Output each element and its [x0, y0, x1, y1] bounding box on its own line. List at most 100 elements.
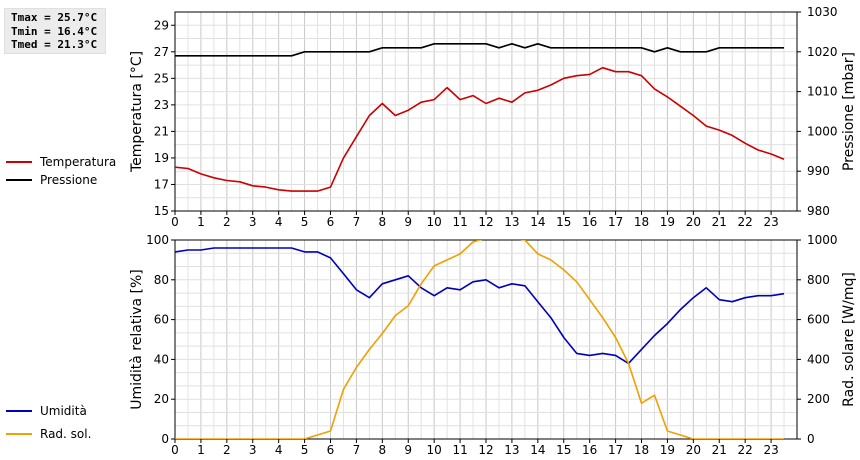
x-tick-label: 5: [301, 443, 309, 457]
y2-tick-label: 1010: [807, 85, 838, 99]
x-tick-label: 23: [763, 215, 778, 229]
tmax-readout: Tmax = 25.7°C: [11, 11, 98, 24]
y-tick-label: 0: [161, 432, 169, 446]
legend-swatch-temperatura: [6, 161, 32, 163]
x-tick-label: 9: [404, 443, 412, 457]
x-tick-label: 15: [556, 215, 571, 229]
y-tick-label: 29: [154, 18, 169, 32]
x-tick-label: 19: [660, 215, 675, 229]
x-tick-label: 6: [327, 215, 335, 229]
series-line-temperatura: [175, 66, 785, 192]
legend-label-pressione: Pressione: [40, 173, 98, 187]
y2-tick-label: 200: [807, 392, 830, 406]
x-tick-label: 10: [427, 215, 442, 229]
stats-box: Tmax = 25.7°C Tmin = 16.4°C Tmed = 21.3°…: [4, 8, 106, 54]
y-tick-label: 21: [154, 124, 169, 138]
x-tick-label: 13: [504, 215, 519, 229]
y2-tick-label: 1030: [807, 5, 838, 19]
x-tick-label: 17: [608, 443, 623, 457]
y-tick-label: 23: [154, 98, 169, 112]
series-line-pressione: [175, 42, 784, 57]
x-tick-label: 12: [478, 215, 493, 229]
x-tick-label: 0: [171, 443, 179, 457]
series-line-rad-sol-: [175, 240, 784, 439]
x-tick-label: 16: [582, 443, 597, 457]
x-tick-label: 5: [301, 215, 309, 229]
legend-item-temperatura: Temperatura: [6, 153, 116, 171]
legend-label-umidita: Umidità: [40, 404, 87, 418]
y2-tick-label: 990: [807, 164, 830, 178]
y2-tick-label: 1000: [807, 233, 838, 247]
x-tick-label: 3: [249, 443, 257, 457]
y-tick-label: 60: [154, 313, 169, 327]
legend-label-radsol: Rad. sol.: [40, 427, 92, 441]
x-tick-label: 20: [686, 215, 701, 229]
y2-tick-label: 1020: [807, 45, 838, 59]
chart-2: 0 1 2 3 4 5 6 7 8 9 10 11 12 13 14 15 16 17 18 19 20 21 22 2302…: [129, 233, 857, 457]
x-tick-label: 22: [738, 443, 753, 457]
x-tick-label: 13: [504, 443, 519, 457]
tmin-readout: Tmin = 16.4°C: [11, 24, 98, 38]
legend-label-temperatura: Temperatura: [40, 155, 117, 169]
x-tick-label: 2: [223, 215, 231, 229]
y-axis-label: Temperatura [°C]: [129, 51, 145, 173]
x-tick-label: 4: [275, 215, 283, 229]
x-tick-label: 18: [634, 443, 649, 457]
y2-tick-label: 600: [807, 313, 830, 327]
series-line-umidit-: [175, 247, 785, 365]
y-tick-label: 25: [154, 71, 169, 85]
y2-axis-label: Rad. solare [W/mq]: [841, 272, 857, 407]
x-tick-label: 1: [197, 443, 205, 457]
x-tick-label: 21: [712, 215, 727, 229]
x-tick-label: 7: [353, 443, 361, 457]
x-tick-label: 12: [478, 443, 493, 457]
y-tick-label: 19: [154, 151, 169, 165]
y2-tick-label: 980: [807, 204, 830, 218]
x-tick-label: 8: [379, 215, 387, 229]
y-axis-label: Umidità relativa [%]: [129, 269, 145, 410]
y-tick-label: 20: [154, 392, 169, 406]
legend-swatch-umidita: [6, 410, 32, 412]
x-tick-label: 3: [249, 215, 257, 229]
x-tick-label: 8: [379, 443, 387, 457]
x-tick-label: 2: [223, 443, 231, 457]
y2-tick-label: 0: [807, 432, 815, 446]
y-tick-label: 80: [154, 273, 169, 287]
x-tick-label: 6: [327, 443, 335, 457]
x-tick-label: 22: [738, 215, 753, 229]
x-tick-label: 10: [427, 443, 442, 457]
y2-tick-label: 1000: [807, 124, 838, 138]
x-tick-label: 23: [763, 443, 778, 457]
chart-1: 0 1 2 3 4 5 6 7 8 9 10 11 12 13 14 15 16 17 18 19 20 21 22 2315…: [129, 5, 857, 229]
x-tick-label: 4: [275, 443, 283, 457]
x-tick-label: 1: [197, 215, 205, 229]
y-tick-label: 17: [154, 177, 169, 191]
tmed-readout: Tmed = 21.3°C: [11, 38, 98, 51]
x-tick-label: 14: [530, 443, 545, 457]
y-tick-label: 27: [154, 45, 169, 59]
y-tick-label: 15: [154, 204, 169, 218]
x-tick-label: 16: [582, 215, 597, 229]
x-tick-label: 0: [171, 215, 179, 229]
x-tick-label: 19: [660, 443, 675, 457]
y2-tick-label: 800: [807, 273, 830, 287]
y-tick-label: 100: [146, 233, 169, 247]
x-tick-label: 18: [634, 215, 649, 229]
y2-axis-label: Pressione [mbar]: [841, 52, 857, 171]
legend-item-umidita: Umidità: [6, 402, 87, 420]
y-tick-label: 40: [154, 352, 169, 366]
legend-item-radsol: Rad. sol.: [6, 425, 91, 443]
x-tick-label: 20: [686, 443, 701, 457]
x-tick-label: 15: [556, 443, 571, 457]
x-tick-label: 7: [353, 215, 361, 229]
x-tick-label: 21: [712, 443, 727, 457]
x-tick-label: 11: [452, 443, 467, 457]
x-tick-label: 14: [530, 215, 545, 229]
x-tick-label: 17: [608, 215, 623, 229]
y2-tick-label: 400: [807, 352, 830, 366]
legend-swatch-pressione: [6, 179, 32, 181]
x-tick-label: 11: [452, 215, 467, 229]
legend-top: Temperatura Pressione: [6, 153, 116, 189]
legend-swatch-radsol: [6, 433, 32, 435]
